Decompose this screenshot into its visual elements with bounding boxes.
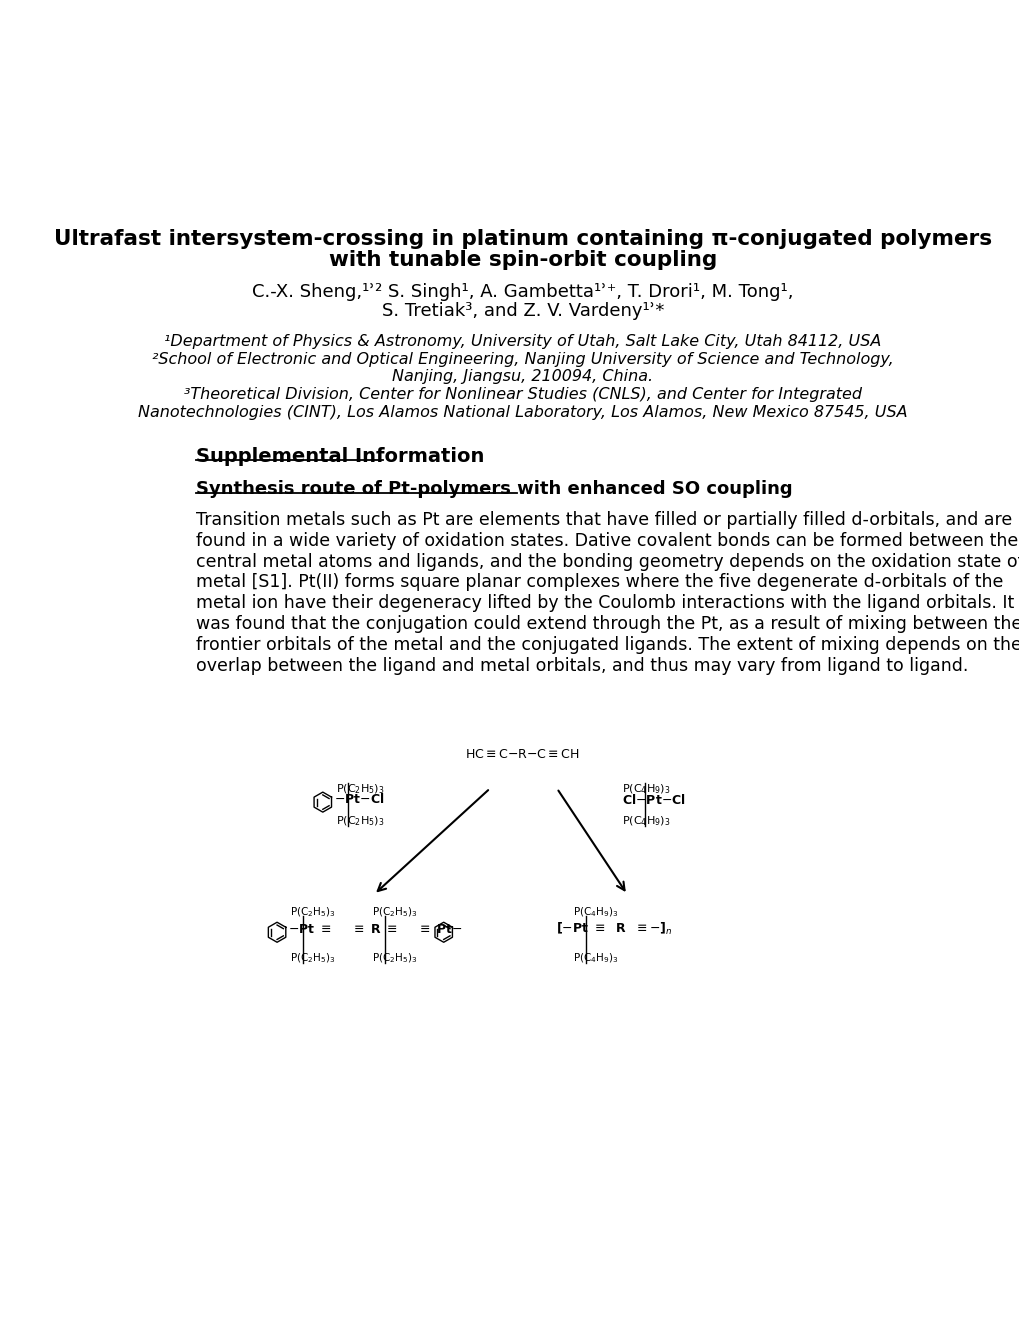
Text: P(C$_2$H$_5$)$_3$: P(C$_2$H$_5$)$_3$: [371, 952, 417, 965]
Text: Synthesis route of Pt-polymers with enhanced SO coupling: Synthesis route of Pt-polymers with enha…: [196, 480, 792, 498]
Text: overlap between the ligand and metal orbitals, and thus may vary from ligand to : overlap between the ligand and metal orb…: [196, 656, 967, 675]
Text: P(C$_4$H$_9$)$_3$: P(C$_4$H$_9$)$_3$: [573, 952, 619, 965]
Text: P(C$_2$H$_5$)$_3$: P(C$_2$H$_5$)$_3$: [290, 952, 335, 965]
Text: P(C$_2$H$_5$)$_3$: P(C$_2$H$_5$)$_3$: [335, 814, 384, 828]
Text: ¹Department of Physics & Astronomy, University of Utah, Salt Lake City, Utah 841: ¹Department of Physics & Astronomy, Univ…: [164, 334, 880, 348]
Text: $-$Pt $\equiv$    $\equiv$ R $\equiv$    $\equiv$ Pt$-$: $-$Pt $\equiv$ $\equiv$ R $\equiv$ $\equ…: [287, 923, 463, 936]
Text: S. Tretiak³, and Z. V. Vardeny¹ʾ*: S. Tretiak³, and Z. V. Vardeny¹ʾ*: [381, 302, 663, 319]
Text: ³Theoretical Division, Center for Nonlinear Studies (CNLS), and Center for Integ: ³Theoretical Division, Center for Nonlin…: [183, 387, 861, 403]
Text: P(C$_4$H$_9$)$_3$: P(C$_4$H$_9$)$_3$: [573, 906, 619, 919]
Text: P(C$_2$H$_5$)$_3$: P(C$_2$H$_5$)$_3$: [290, 906, 335, 919]
Text: Supplemental Information: Supplemental Information: [196, 447, 484, 466]
Text: P(C$_2$H$_5$)$_3$: P(C$_2$H$_5$)$_3$: [371, 906, 417, 919]
Text: P(C$_4$H$_9$)$_3$: P(C$_4$H$_9$)$_3$: [622, 814, 669, 828]
Text: with tunable spin-orbit coupling: with tunable spin-orbit coupling: [328, 249, 716, 271]
Text: Nanjing, Jiangsu, 210094, China.: Nanjing, Jiangsu, 210094, China.: [391, 370, 653, 384]
Text: central metal atoms and ligands, and the bonding geometry depends on the oxidati: central metal atoms and ligands, and the…: [196, 553, 1019, 570]
Text: P(C$_2$H$_5$)$_3$: P(C$_2$H$_5$)$_3$: [335, 783, 384, 796]
Text: frontier orbitals of the metal and the conjugated ligands. The extent of mixing : frontier orbitals of the metal and the c…: [196, 636, 1019, 653]
Text: metal ion have their degeneracy lifted by the Coulomb interactions with the liga: metal ion have their degeneracy lifted b…: [196, 594, 1013, 612]
Text: Ultrafast intersystem-crossing in platinum containing π-conjugated polymers: Ultrafast intersystem-crossing in platin…: [54, 230, 990, 249]
Text: found in a wide variety of oxidation states. Dative covalent bonds can be formed: found in a wide variety of oxidation sta…: [196, 532, 1017, 550]
Text: Cl$-$Pt$-$Cl: Cl$-$Pt$-$Cl: [622, 793, 685, 807]
Text: C.-X. Sheng,¹ʾ² S. Singh¹, A. Gambetta¹ʾ⁺, T. Drori¹, M. Tong¹,: C.-X. Sheng,¹ʾ² S. Singh¹, A. Gambetta¹ʾ…: [252, 284, 793, 301]
Text: ²School of Electronic and Optical Engineering, Nanjing University of Science and: ²School of Electronic and Optical Engine…: [152, 351, 893, 367]
Text: Transition metals such as Pt are elements that have filled or partially filled d: Transition metals such as Pt are element…: [196, 511, 1011, 529]
Text: $-$Pt$-$Cl: $-$Pt$-$Cl: [333, 792, 384, 807]
Text: was found that the conjugation could extend through the Pt, as a result of mixin: was found that the conjugation could ext…: [196, 615, 1019, 634]
Text: Nanotechnologies (CINT), Los Alamos National Laboratory, Los Alamos, New Mexico : Nanotechnologies (CINT), Los Alamos Nati…: [138, 405, 907, 420]
Text: metal [S1]. Pt(II) forms square planar complexes where the five degenerate d-orb: metal [S1]. Pt(II) forms square planar c…: [196, 573, 1002, 591]
Text: P(C$_4$H$_9$)$_3$: P(C$_4$H$_9$)$_3$: [622, 783, 669, 796]
Text: HC$\equiv$C$-$R$-$C$\equiv$CH: HC$\equiv$C$-$R$-$C$\equiv$CH: [465, 748, 580, 762]
Text: [$-$Pt $\equiv$  R  $\equiv$$-$]$_n$: [$-$Pt $\equiv$ R $\equiv$$-$]$_n$: [555, 921, 673, 937]
